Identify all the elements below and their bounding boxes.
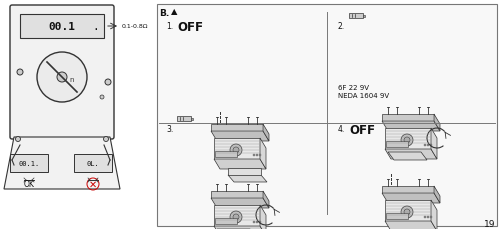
Text: 0.1-0.8Ω: 0.1-0.8Ω <box>122 25 148 29</box>
Text: 19: 19 <box>484 220 495 229</box>
Bar <box>74 154 112 172</box>
Polygon shape <box>431 200 437 229</box>
Text: 6F 22 9V
NEDA 1604 9V: 6F 22 9V NEDA 1604 9V <box>338 85 389 98</box>
Bar <box>363 15 365 17</box>
Text: ✕: ✕ <box>89 179 97 189</box>
Polygon shape <box>211 131 269 141</box>
Bar <box>215 151 237 157</box>
FancyBboxPatch shape <box>10 6 114 139</box>
Circle shape <box>430 144 432 146</box>
Polygon shape <box>388 152 427 160</box>
Polygon shape <box>434 186 440 203</box>
Circle shape <box>259 154 261 156</box>
Text: OK: OK <box>24 180 34 189</box>
Text: 2.: 2. <box>338 22 345 31</box>
Polygon shape <box>382 193 440 203</box>
Polygon shape <box>214 138 260 159</box>
Bar <box>386 141 408 147</box>
Bar <box>10 154 48 172</box>
Circle shape <box>401 206 413 218</box>
Polygon shape <box>214 226 266 229</box>
Polygon shape <box>434 114 440 131</box>
Circle shape <box>424 144 426 146</box>
Circle shape <box>230 144 242 156</box>
Circle shape <box>424 216 426 218</box>
Circle shape <box>233 214 239 220</box>
Bar <box>20 15 104 39</box>
Circle shape <box>256 154 258 156</box>
Polygon shape <box>431 128 437 159</box>
Circle shape <box>230 211 242 223</box>
Text: OFF: OFF <box>177 21 203 34</box>
Polygon shape <box>211 191 263 198</box>
Circle shape <box>259 221 261 223</box>
Polygon shape <box>228 175 267 182</box>
Text: 00.1: 00.1 <box>48 22 76 32</box>
Polygon shape <box>263 191 269 208</box>
Polygon shape <box>260 138 266 169</box>
Circle shape <box>16 137 20 142</box>
Circle shape <box>404 137 410 143</box>
Polygon shape <box>214 159 266 169</box>
Polygon shape <box>385 200 431 221</box>
Circle shape <box>233 147 239 153</box>
Polygon shape <box>214 205 260 226</box>
Circle shape <box>253 221 255 223</box>
Polygon shape <box>211 124 263 131</box>
Circle shape <box>427 144 429 146</box>
Circle shape <box>401 134 413 146</box>
Polygon shape <box>211 198 269 208</box>
Circle shape <box>104 137 108 142</box>
Circle shape <box>256 221 258 223</box>
Circle shape <box>17 70 23 76</box>
Polygon shape <box>382 121 440 131</box>
Polygon shape <box>228 168 261 175</box>
Polygon shape <box>4 137 120 189</box>
Bar <box>386 213 408 219</box>
Polygon shape <box>385 149 437 159</box>
Circle shape <box>404 209 410 215</box>
Text: 0L.: 0L. <box>86 160 100 166</box>
Text: .: . <box>92 22 100 32</box>
Text: n: n <box>70 77 74 83</box>
Bar <box>191 118 193 120</box>
Polygon shape <box>382 114 434 121</box>
Bar <box>215 218 237 224</box>
Circle shape <box>427 216 429 218</box>
Polygon shape <box>385 128 431 149</box>
Polygon shape <box>382 186 434 193</box>
Circle shape <box>253 154 255 156</box>
Bar <box>177 117 191 121</box>
Text: 3.: 3. <box>166 124 173 134</box>
Circle shape <box>105 80 111 86</box>
Text: ▲: ▲ <box>171 8 177 16</box>
Text: 00.1.: 00.1. <box>18 160 40 166</box>
Polygon shape <box>260 205 266 229</box>
Text: B.: B. <box>159 8 170 17</box>
Circle shape <box>37 53 87 103</box>
Circle shape <box>430 216 432 218</box>
Polygon shape <box>263 124 269 141</box>
Bar <box>349 14 363 19</box>
Circle shape <box>100 95 104 100</box>
Text: OFF: OFF <box>349 123 375 136</box>
Text: 1.: 1. <box>166 22 173 31</box>
Polygon shape <box>385 221 437 229</box>
Circle shape <box>57 73 67 83</box>
Bar <box>157 5 497 226</box>
Text: 4.: 4. <box>338 124 345 134</box>
